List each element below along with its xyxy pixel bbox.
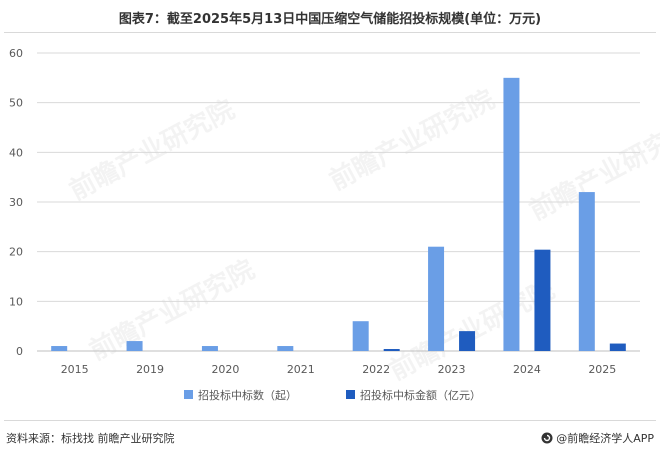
legend-swatch — [184, 390, 193, 399]
y-tick-label: 30 — [9, 196, 23, 209]
bar-count — [51, 346, 68, 351]
y-tick-label: 0 — [16, 345, 23, 358]
y-tick-label: 60 — [9, 47, 23, 60]
bar-count — [201, 346, 218, 351]
x-tick-label: 2015 — [61, 363, 89, 376]
legend-label: 招投标中标数（起） — [198, 388, 297, 402]
chart-title: 图表7：截至2025年5月13日中国压缩空气储能招投标规模(单位：万元) — [118, 12, 542, 27]
bar-count — [503, 77, 520, 351]
bar-amount — [459, 331, 476, 351]
bar-count — [277, 346, 294, 351]
x-tick-label: 2022 — [362, 363, 390, 376]
brand-logo-icon — [541, 432, 553, 444]
bottom-divider — [4, 420, 656, 421]
y-tick-label: 50 — [9, 97, 23, 110]
y-tick-label: 40 — [9, 146, 23, 159]
x-tick-label: 2021 — [287, 363, 315, 376]
legend-swatch — [346, 390, 355, 399]
x-tick-label: 2020 — [211, 363, 239, 376]
bar-count — [126, 341, 143, 351]
bar-amount — [609, 343, 626, 351]
bar-amount — [383, 349, 400, 351]
x-tick-label: 2023 — [438, 363, 466, 376]
x-tick-label: 2025 — [588, 363, 616, 376]
bar-count — [428, 246, 445, 351]
bar-count — [578, 192, 595, 351]
x-tick-label: 2019 — [136, 363, 164, 376]
y-tick-label: 10 — [9, 295, 23, 308]
y-tick-label: 20 — [9, 246, 23, 259]
brand-text: @前瞻经济学人APP — [556, 432, 654, 445]
top-divider — [4, 32, 656, 33]
source-note: 资料来源：标找找 前瞻产业研究院 — [6, 432, 175, 445]
bar-amount — [534, 249, 551, 351]
legend-label: 招投标中标金额（亿元） — [360, 388, 481, 402]
bar-chart: 0 10 20 30 40 50 60 2015 2019 2020 2021 2022 2023 202… — [9, 47, 640, 402]
bar-count — [352, 321, 369, 351]
brand-credit: @前瞻经济学人APP — [541, 430, 654, 446]
x-tick-label: 2024 — [513, 363, 541, 376]
